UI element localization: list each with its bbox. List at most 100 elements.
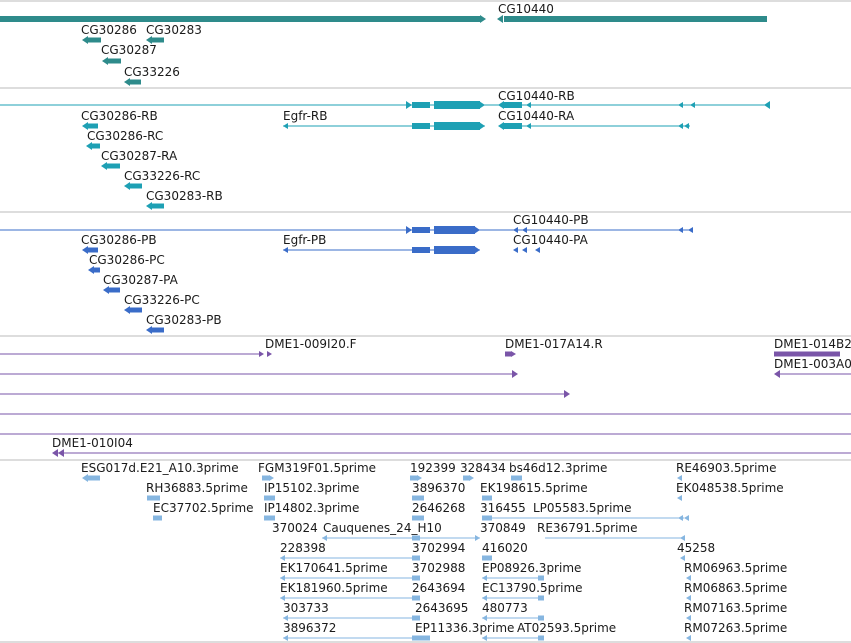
feature-label[interactable]: CG10440-PB [513,213,589,227]
feature-label[interactable]: 192399 [410,461,456,475]
feature-label[interactable]: CG30286-RC [87,129,163,143]
feature-label[interactable]: CG33226 [124,65,180,79]
feature-label[interactable]: EP11336.3prime [415,621,514,635]
feature-label[interactable]: 480773 [482,601,528,615]
feature-label[interactable]: EP08926.3prime [482,561,581,575]
feature-label[interactable]: CG10440-RA [498,109,575,123]
feature-exon[interactable] [434,246,475,254]
feature-label[interactable]: DME1-017A14.R [505,337,603,351]
feature-exon[interactable] [505,351,512,357]
feature-label[interactable]: RM06963.5prime [684,561,787,575]
feature-label[interactable]: IP14802.3prime [264,501,359,515]
feature-label[interactable]: IP15102.3prime [264,481,359,495]
feature-label[interactable]: Cauquenes_24_H10 [323,521,442,535]
feature-exon[interactable] [482,495,492,501]
feature-label[interactable]: 370024 [272,521,318,535]
feature-label[interactable]: CG30283 [146,23,202,37]
feature-exon[interactable] [511,475,522,481]
feature-label[interactable]: RE36791.5prime [537,521,638,535]
feature-exon[interactable] [538,575,544,581]
feature-label[interactable]: CG30283-PB [146,313,222,327]
feature-label[interactable]: DME1-010I04 [52,436,133,450]
feature-label[interactable]: DME1-014B2 [774,337,851,351]
feature-label[interactable]: 416020 [482,541,528,555]
feature-exon[interactable] [412,102,430,108]
feature-exon[interactable] [538,615,544,621]
feature-label[interactable]: CG33226-RC [124,169,200,183]
feature-label[interactable]: RH36883.5prime [146,481,248,495]
feature-label[interactable]: EK181960.5prime [280,581,388,595]
feature-label[interactable]: DME1-003A0 [774,357,851,371]
feature-label[interactable]: 228398 [280,541,326,555]
feature-exon[interactable] [147,495,160,501]
feature-label[interactable]: 303733 [283,601,329,615]
feature-exon[interactable] [412,247,430,253]
feature-exon[interactable] [774,351,840,357]
feature-label[interactable]: 3896370 [412,481,465,495]
feature-label[interactable]: CG10440-RB [498,89,575,103]
feature-exon[interactable] [106,163,120,169]
feature-label[interactable]: 45258 [677,541,715,555]
feature-label[interactable]: CG10440 [498,2,554,16]
feature-exon[interactable] [88,37,101,43]
feature-exon[interactable] [108,58,121,64]
feature-label[interactable]: Egfr-RB [283,109,328,123]
feature-label[interactable]: RM07163.5prime [684,601,787,615]
feature-exon[interactable] [129,183,142,189]
feature-label[interactable]: CG30286-RB [81,109,158,123]
feature-exon[interactable] [412,515,424,521]
feature-label[interactable]: LP05583.5prime [533,501,632,515]
feature-label[interactable]: EK170641.5prime [280,561,388,575]
feature-label[interactable]: CG30283-RB [146,189,223,203]
feature-exon[interactable] [412,635,420,641]
feature-exon[interactable] [0,16,480,22]
feature-label[interactable]: CG30287 [101,43,157,57]
feature-exon[interactable] [412,495,424,501]
feature-label[interactable]: CG30287-RA [101,149,178,163]
feature-exon[interactable] [482,515,492,521]
feature-exon[interactable] [412,535,420,541]
feature-label[interactable]: RM07263.5prime [684,621,787,635]
feature-label[interactable]: EK198615.5prime [480,481,588,495]
feature-exon[interactable] [412,555,420,561]
feature-label[interactable]: 2643695 [415,601,468,615]
feature-exon[interactable] [264,515,275,521]
feature-exon[interactable] [420,635,430,641]
feature-label[interactable]: 3702988 [412,561,465,575]
feature-label[interactable]: 2643694 [412,581,465,595]
feature-exon[interactable] [412,575,420,581]
feature-exon[interactable] [463,475,470,481]
feature-exon[interactable] [412,595,420,601]
feature-label[interactable]: RE46903.5prime [676,461,777,475]
feature-exon[interactable] [434,122,480,130]
feature-label[interactable]: Egfr-PB [283,233,326,247]
feature-exon[interactable] [108,287,120,293]
feature-exon[interactable] [90,143,100,149]
feature-exon[interactable] [482,555,492,561]
feature-exon[interactable] [504,102,522,108]
feature-label[interactable]: 3702994 [412,541,465,555]
feature-label[interactable]: FGM319F01.5prime [258,461,376,475]
feature-label[interactable]: CG10440-PA [513,233,589,247]
feature-label[interactable]: CG30286-PC [89,253,165,267]
feature-exon[interactable] [152,37,164,43]
feature-exon[interactable] [412,615,420,621]
feature-exon[interactable] [410,475,418,481]
feature-exon[interactable] [130,307,142,313]
feature-exon[interactable] [412,227,430,233]
feature-exon[interactable] [264,495,275,501]
feature-exon[interactable] [153,515,162,521]
feature-label[interactable]: DME1-009I20.F [265,337,357,351]
feature-exon[interactable] [538,635,544,641]
feature-label[interactable]: EK048538.5prime [676,481,784,495]
feature-label[interactable]: RM06863.5prime [684,581,787,595]
feature-exon[interactable] [130,79,141,85]
feature-label[interactable]: bs46d12.3prime [509,461,607,475]
feature-label[interactable]: 316455 [480,501,526,515]
feature-exon[interactable] [262,475,270,481]
feature-label[interactable]: ESG017d.E21_A10.3prime [81,461,239,475]
feature-exon[interactable] [87,123,98,129]
feature-label[interactable]: CG30286-PB [81,233,157,247]
feature-exon[interactable] [412,123,430,129]
feature-exon[interactable] [92,267,100,273]
